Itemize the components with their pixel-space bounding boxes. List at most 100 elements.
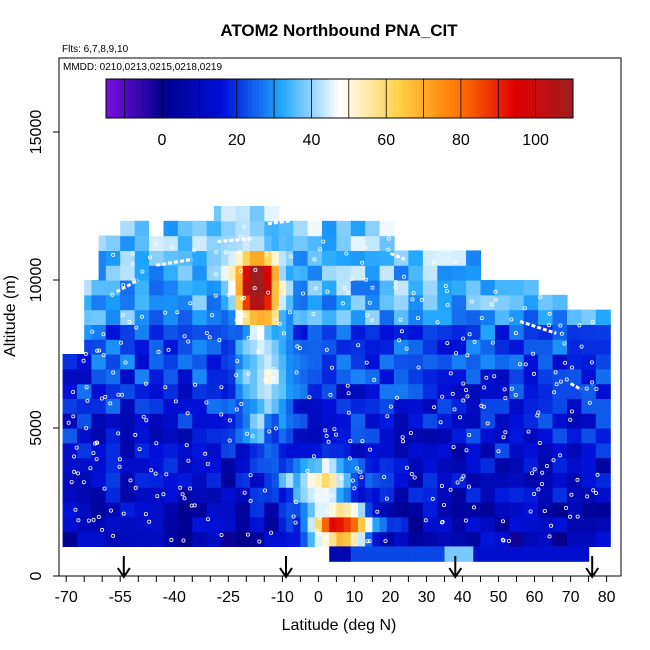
heatmap-cell xyxy=(105,531,114,547)
heatmap-cell xyxy=(177,457,186,473)
heatmap-cell xyxy=(588,368,597,385)
heatmap-cell xyxy=(509,546,518,562)
heatmap-cell xyxy=(84,413,92,429)
heatmap-cell xyxy=(249,383,258,399)
heatmap-cell xyxy=(437,546,446,562)
heatmap-cell xyxy=(271,428,280,444)
heatmap-cell xyxy=(170,472,179,488)
colorbar-swatch xyxy=(460,79,466,118)
heatmap-cell xyxy=(257,516,265,533)
heatmap-cell xyxy=(494,324,503,340)
heatmap-cell xyxy=(300,280,309,296)
heatmap-cell xyxy=(523,413,532,429)
heatmap-cell xyxy=(242,368,251,385)
heatmap-cell xyxy=(149,531,157,547)
sample-point xyxy=(180,492,185,497)
sample-point xyxy=(356,343,361,348)
heatmap-cell xyxy=(170,442,179,459)
heatmap-cell xyxy=(408,546,417,562)
sample-point xyxy=(369,318,374,323)
sample-point xyxy=(214,249,219,254)
heatmap-cell xyxy=(120,324,128,340)
sample-point xyxy=(90,329,95,334)
heatmap-cell xyxy=(516,502,525,518)
sample-point xyxy=(178,485,183,490)
heatmap-cell xyxy=(336,383,345,399)
heatmap-cell xyxy=(538,487,546,503)
heatmap-cell xyxy=(185,502,193,518)
heatmap-cell xyxy=(466,516,474,533)
heatmap-cell xyxy=(213,280,222,296)
heatmap-cell xyxy=(545,531,554,547)
heatmap-cell xyxy=(322,413,330,429)
heatmap-cell xyxy=(91,502,100,518)
heatmap-cell xyxy=(134,235,143,251)
heatmap-cell xyxy=(213,383,222,399)
sample-point xyxy=(540,481,545,486)
heatmap-cell xyxy=(228,428,237,444)
heatmap-cell xyxy=(314,368,323,385)
heatmap-cell xyxy=(307,324,316,340)
heatmap-cell xyxy=(69,368,78,385)
sample-point xyxy=(530,471,535,476)
heatmap-cell xyxy=(466,413,474,429)
heatmap-cell xyxy=(228,339,237,355)
heatmap-cell xyxy=(358,398,366,414)
heatmap-cell xyxy=(314,516,323,533)
sample-point xyxy=(461,474,466,479)
sample-point xyxy=(84,426,89,431)
sample-point xyxy=(553,370,558,375)
heatmap-cell xyxy=(523,354,532,370)
heatmap-cell xyxy=(401,472,409,488)
heatmap-cell xyxy=(77,398,85,414)
heatmap-cell xyxy=(91,280,100,296)
heatmap-cell xyxy=(538,368,546,385)
heatmap-cell xyxy=(480,442,489,459)
sample-point xyxy=(269,375,274,380)
heatmap-cell xyxy=(538,502,546,518)
colorbar-swatch xyxy=(565,79,570,118)
heatmap-cell xyxy=(603,339,611,355)
heatmap-cell xyxy=(365,250,373,266)
heatmap-cell xyxy=(379,546,388,562)
colorbar-swatch xyxy=(109,79,114,118)
sample-point xyxy=(163,310,168,315)
heatmap-cell xyxy=(343,472,352,488)
heatmap-cell xyxy=(336,220,345,237)
colorbar-swatch xyxy=(285,79,290,118)
colorbar-swatch xyxy=(113,79,118,118)
heatmap-cell xyxy=(249,220,258,237)
heatmap-cell xyxy=(444,398,453,414)
heatmap-cell xyxy=(530,487,539,503)
heatmap-cell xyxy=(77,502,85,518)
heatmap-cell xyxy=(336,265,345,281)
heatmap-cell xyxy=(278,531,287,547)
heatmap-cell xyxy=(141,472,150,488)
heatmap-cell xyxy=(235,309,244,325)
x-axis: -70 -55 -40 -25 -10 0 10 20 30 40 50 60 70 80 xyxy=(55,576,616,606)
colorbar-tick-label: 20 xyxy=(228,132,246,149)
heatmap-cell xyxy=(105,324,114,340)
colorbar-swatch xyxy=(434,79,440,118)
heatmap-cell xyxy=(595,531,604,547)
heatmap-cell xyxy=(307,502,316,518)
heatmap-cell xyxy=(113,398,121,414)
heatmap-cell xyxy=(314,294,323,311)
heatmap-cell xyxy=(300,339,309,355)
heatmap-cell xyxy=(502,413,510,429)
heatmap-cell xyxy=(444,457,453,473)
heatmap-cell xyxy=(278,383,287,399)
heatmap-cell xyxy=(444,354,453,370)
heatmap-cell xyxy=(264,339,273,355)
profile-arrow xyxy=(585,556,600,579)
heatmap-cell xyxy=(415,294,424,311)
colorbar-swatch xyxy=(300,79,305,118)
sample-point xyxy=(546,323,551,328)
heatmap-cell xyxy=(516,383,525,399)
heatmap-cell xyxy=(249,294,258,311)
sample-point xyxy=(536,487,541,492)
heatmap-cell xyxy=(235,531,244,547)
heatmap-cell xyxy=(451,487,460,503)
heatmap-cell xyxy=(127,368,136,385)
colorbar-swatch xyxy=(233,79,238,118)
